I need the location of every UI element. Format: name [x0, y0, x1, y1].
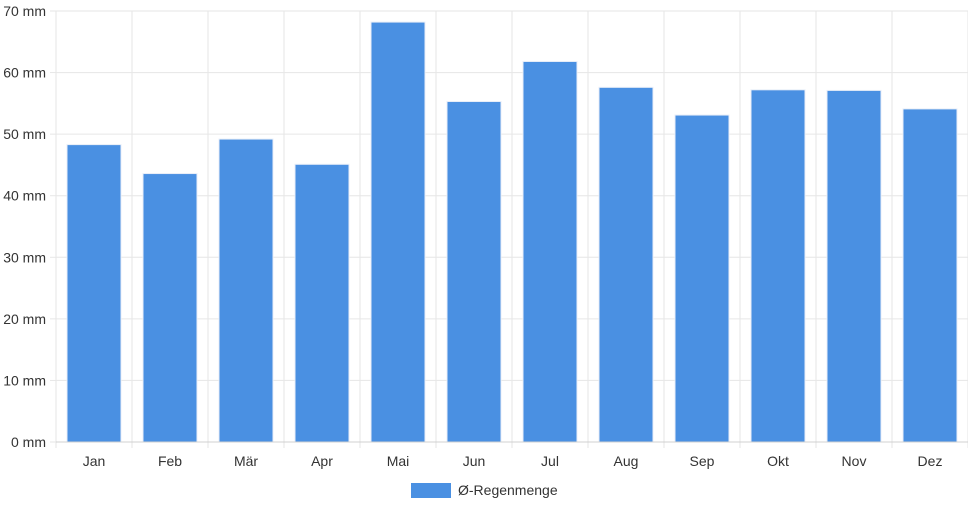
x-tick-label: Jan	[83, 453, 106, 469]
y-tick-label: 70 mm	[3, 3, 46, 19]
x-tick-label: Feb	[158, 453, 182, 469]
bar[interactable]	[522, 60, 578, 443]
legend: Ø-Regenmenge	[411, 482, 558, 498]
y-tick-label: 30 mm	[3, 249, 46, 265]
x-tick-label: Aug	[614, 453, 639, 469]
x-tick-label: Apr	[311, 453, 333, 469]
bar[interactable]	[902, 108, 958, 443]
bar[interactable]	[218, 138, 274, 443]
x-tick-label: Jul	[541, 453, 559, 469]
y-tick-label: 50 mm	[3, 126, 46, 142]
y-tick-label: 40 mm	[3, 188, 46, 204]
grid-lines	[55, 10, 968, 448]
bar[interactable]	[294, 163, 350, 443]
legend-swatch[interactable]	[411, 483, 451, 498]
x-tick-label: Sep	[690, 453, 715, 469]
x-tick-label: Nov	[842, 453, 867, 469]
bar[interactable]	[826, 89, 882, 443]
legend-label[interactable]: Ø-Regenmenge	[458, 482, 558, 498]
x-tick-label: Jun	[463, 453, 486, 469]
x-tick-label: Mär	[234, 453, 258, 469]
y-tick-label: 0 mm	[11, 434, 46, 450]
bar[interactable]	[674, 114, 730, 443]
bar[interactable]	[598, 86, 654, 443]
bar[interactable]	[750, 89, 806, 443]
y-tick-label: 20 mm	[3, 311, 46, 327]
bar[interactable]	[370, 21, 426, 443]
bars	[66, 21, 958, 443]
y-tick-label: 10 mm	[3, 372, 46, 388]
y-tick-label: 60 mm	[3, 65, 46, 81]
x-tick-label: Okt	[767, 453, 789, 469]
bar[interactable]	[142, 173, 198, 443]
x-tick-label: Mai	[387, 453, 410, 469]
x-tick-label: Dez	[918, 453, 943, 469]
bar[interactable]	[446, 101, 502, 443]
axes: 0 mm 10 mm 20 mm 30 mm 40 mm 50 mm 60 mm 70 mm J…	[3, 3, 968, 469]
bar[interactable]	[66, 144, 122, 443]
